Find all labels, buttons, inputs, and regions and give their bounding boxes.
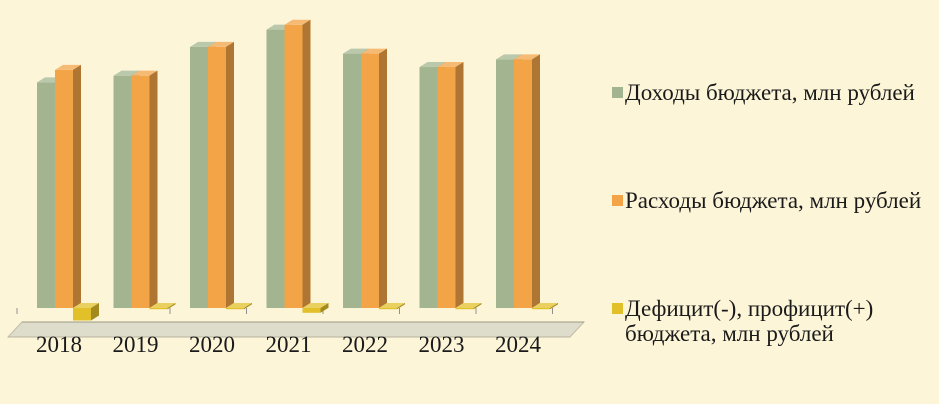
bar-balance-2020-top bbox=[226, 303, 252, 308]
bar-revenue-2020 bbox=[190, 46, 208, 308]
bar-balance-2023-side bbox=[473, 303, 482, 310]
bar-balance-2021-side bbox=[320, 303, 329, 313]
bar-expenses-2018-top bbox=[55, 64, 81, 70]
legend-label-balance: Дефицит(-), профицит(+) бюджета, млн руб… bbox=[625, 296, 874, 346]
bar-balance-2022 bbox=[379, 308, 397, 310]
legend-item-balance: Дефицит(-), профицит(+) бюджета, млн руб… bbox=[609, 296, 939, 404]
bar-expenses-2021-top bbox=[284, 19, 311, 25]
x-tick-label-2021: 2021 bbox=[266, 332, 312, 355]
legend-swatch-revenue bbox=[612, 87, 623, 98]
bar-expenses-2022-top bbox=[361, 48, 387, 54]
bar-balance-2024-top bbox=[532, 303, 558, 308]
bar-expenses-2020-top bbox=[208, 41, 234, 47]
bar-expenses-2024-side bbox=[532, 54, 540, 308]
bar-balance-2022-top bbox=[379, 303, 405, 308]
bar-balance-2019-side bbox=[167, 303, 176, 310]
bar-revenue-2023 bbox=[419, 67, 438, 308]
bar-revenue-2019-top bbox=[113, 70, 140, 76]
bar-balance-2019 bbox=[149, 308, 168, 310]
bar-revenue-2021 bbox=[266, 29, 285, 308]
bar-expenses-2018 bbox=[55, 69, 73, 308]
bar-balance-2023 bbox=[455, 308, 474, 310]
bar-expenses-2024-top bbox=[514, 54, 540, 60]
bar-balance-2021 bbox=[302, 308, 321, 313]
x-tick-label-2024: 2024 bbox=[495, 332, 542, 355]
plot-area: 2018 2019 2020 2021 2022 2023 2024 bbox=[6, 19, 586, 355]
bar-expenses-2019-side bbox=[149, 70, 158, 309]
x-tick-label-2020: 2020 bbox=[189, 332, 235, 355]
bar-balance-2022-side bbox=[397, 303, 405, 310]
bar-revenue-2024-top bbox=[496, 54, 522, 60]
bar-expenses-2019 bbox=[131, 75, 150, 309]
chart: 2018 2019 2020 2021 2022 2023 2024 Доходы бюдж… bbox=[6, 19, 922, 355]
x-tick-label-2023: 2023 bbox=[419, 332, 465, 355]
bar-expenses-2020 bbox=[208, 46, 226, 308]
legend-swatch-balance bbox=[612, 303, 623, 314]
bar-balance-2024-side bbox=[550, 303, 558, 310]
bar-balance-2018 bbox=[73, 308, 91, 321]
bar-expenses-2023 bbox=[437, 67, 456, 308]
bar-expenses-2023-top bbox=[437, 62, 464, 68]
bar-balance-2020 bbox=[226, 308, 244, 310]
bar-expenses-2022 bbox=[361, 53, 379, 308]
bar-revenue-2022-top bbox=[343, 48, 369, 54]
bar-balance-2023-top bbox=[455, 303, 482, 308]
x-tick-label-2018: 2018 bbox=[36, 332, 82, 355]
legend-swatch-expenses bbox=[612, 195, 623, 206]
bar-balance-2020-side bbox=[244, 303, 252, 310]
bar-revenue-2018 bbox=[37, 82, 55, 309]
bar-revenue-2023-top bbox=[419, 62, 446, 68]
bar-expenses-2021 bbox=[284, 24, 303, 309]
bar-expenses-2024 bbox=[514, 59, 532, 308]
bar-expenses-2022-side bbox=[379, 48, 387, 308]
x-tick-label-2019: 2019 bbox=[113, 332, 159, 355]
bar-revenue-2022 bbox=[343, 53, 361, 308]
bar-expenses-2020-side bbox=[226, 41, 234, 308]
legend: Доходы бюджета, млн рублей Расходы бюдже… bbox=[609, 80, 939, 404]
bar-revenue-2020-top bbox=[190, 41, 216, 47]
bar-expenses-2019-top bbox=[131, 70, 158, 76]
bar-balance-2021-top bbox=[302, 303, 329, 308]
bar-expenses-2023-side bbox=[455, 62, 464, 308]
bar-expenses-2021-side bbox=[302, 19, 311, 309]
bar-balance-2018-top bbox=[73, 303, 99, 308]
bar-expenses-2018-side bbox=[73, 64, 81, 308]
bar-revenue-2019 bbox=[113, 75, 132, 309]
x-tick-label-2022: 2022 bbox=[342, 332, 388, 355]
legend-label-revenue: Доходы бюджета, млн рублей bbox=[625, 80, 915, 105]
legend-item-expenses: Расходы бюджета, млн рублей bbox=[609, 188, 939, 296]
bar-balance-2019-top bbox=[149, 303, 176, 308]
legend-label-expenses: Расходы бюджета, млн рублей bbox=[625, 188, 922, 213]
bar-balance-2024 bbox=[532, 308, 550, 310]
bar-balance-2018-side bbox=[91, 303, 99, 321]
bar-revenue-2024 bbox=[496, 59, 514, 308]
legend-item-revenue: Доходы бюджета, млн рублей bbox=[609, 80, 939, 188]
